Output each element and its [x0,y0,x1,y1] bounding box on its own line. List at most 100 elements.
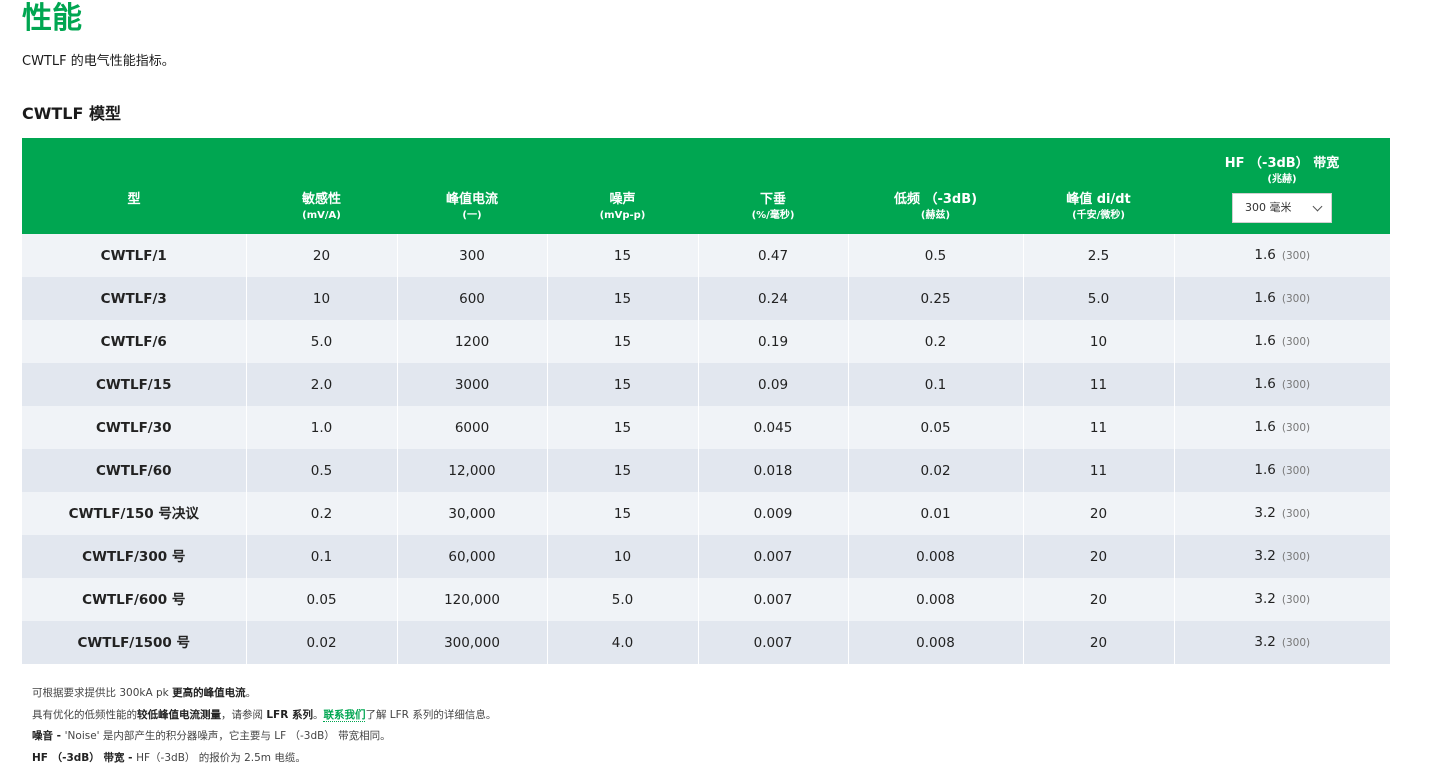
cell-hf-value: 3.2 [1254,591,1276,607]
cell-hf-length: (300) [1281,293,1311,305]
cell-droop: 0.24 [698,277,849,320]
cable-length-select[interactable]: 300 毫米 [1232,193,1332,223]
header-droop-unit: (%/毫秒) [751,210,795,221]
cell-hf-length: (300) [1281,637,1311,649]
table-row: CWTLF/6 5.0 1200 15 0.19 0.2 10 1.6 (300) [22,320,1390,363]
cell-lf: 0.05 [848,406,1024,449]
cell-model: CWTLF/6 [22,320,247,363]
table-row: CWTLF/3 10 600 15 0.24 0.25 5.0 1.6 (300) [22,277,1390,320]
cell-hf: 3.2 (300) [1174,621,1390,664]
cell-sensitivity: 0.2 [246,492,398,535]
cell-hf-length: (300) [1281,422,1311,434]
header-hf-unit: (兆赫) [1267,174,1297,185]
cell-didt: 20 [1023,621,1175,664]
cell-hf-value: 3.2 [1254,505,1276,521]
cell-hf-value: 3.2 [1254,548,1276,564]
footnote-3-bold: 噪音 - [32,730,65,742]
cell-peak: 60,000 [397,535,548,578]
cell-hf-length: (300) [1281,336,1311,348]
cell-didt: 20 [1023,535,1175,578]
cell-didt: 11 [1023,449,1175,492]
header-peak-current: 峰值电流 (一) [397,138,547,234]
footnote-3-text: 'Noise' 是内部产生的积分器噪声，它主要与 LF （-3dB） 带宽相同。 [64,730,391,742]
cell-sensitivity: 10 [246,277,398,320]
table-row: CWTLF/600 号 0.05 120,000 5.0 0.007 0.008 20 3.2… [22,578,1390,621]
cell-droop: 0.09 [698,363,849,406]
header-didt: 峰值 di/dt (千安/微秒) [1023,138,1174,234]
cell-hf: 3.2 (300) [1174,578,1390,621]
contact-us-link[interactable]: 联系我们 [323,708,366,722]
table-row: CWTLF/30 1.0 6000 15 0.045 0.05 11 1.6 (300) [22,406,1390,449]
table-body: CWTLF/1 20 300 15 0.47 0.5 2.5 1.6 (300) CWTLF/3 1… [22,234,1390,664]
table-row: CWTLF/60 0.5 12,000 15 0.018 0.02 11 1.6 (300) [22,449,1390,492]
cell-didt: 20 [1023,578,1175,621]
cell-droop: 0.045 [698,406,849,449]
cell-sensitivity: 0.02 [246,621,398,664]
table-row: CWTLF/15 2.0 3000 15 0.09 0.1 11 1.6 (300) [22,363,1390,406]
cell-noise: 15 [547,449,699,492]
cell-didt: 20 [1023,492,1175,535]
cell-noise: 15 [547,406,699,449]
footnotes: 可根据要求提供比 300kA pk 更高的峰值电流。 具有优化的低频性能的较低峰… [32,683,496,769]
cell-hf-value: 1.6 [1254,333,1276,349]
footnote-2-bold: 较低峰值电流测量 [137,708,221,721]
header-lf-label: 低频 （-3dB) [893,192,978,207]
footnote-2-text: 具有优化的低频性能的 [32,708,137,721]
header-droop-label: 下垂 [759,192,786,207]
header-sensitivity-label: 敏感性 [301,192,341,207]
cell-noise: 15 [547,277,699,320]
footnote-3: 噪音 - 'Noise' 是内部产生的积分器噪声，它主要与 LF （-3dB） … [32,726,496,748]
header-noise-unit: (mVp-p) [599,210,646,221]
cell-model: CWTLF/150 号决议 [22,492,247,535]
cell-didt: 11 [1023,363,1175,406]
section-title: CWTLF 模型 [22,104,122,123]
table-header-row: 型 敏感性 (mV/A) 峰值电流 (一) 噪声 (mVp-p) 下垂 [22,138,1390,234]
cell-droop: 0.007 [698,578,849,621]
header-lf: 低频 （-3dB) (赫兹) [848,138,1023,234]
cell-lf: 0.25 [848,277,1024,320]
footnote-2-end: 了解 LFR 系列的详细信息。 [365,708,497,721]
cell-lf: 0.008 [848,621,1024,664]
footnote-4: HF （-3dB） 带宽 - HF（-3dB） 的报价为 2.5m 电缆。 [32,748,496,770]
cell-model: CWTLF/30 [22,406,247,449]
header-didt-label: 峰值 di/dt [1066,192,1131,207]
header-noise-label: 噪声 [609,192,636,207]
cell-hf-value: 3.2 [1254,634,1276,650]
cell-lf: 0.008 [848,535,1024,578]
cell-didt: 2.5 [1023,234,1175,277]
cell-peak: 300,000 [397,621,548,664]
cell-hf-length: (300) [1281,250,1311,262]
cell-didt: 11 [1023,406,1175,449]
header-hf-label: HF （-3dB） 带宽 [1224,156,1340,171]
cell-droop: 0.007 [698,535,849,578]
cell-droop: 0.47 [698,234,849,277]
cell-noise: 5.0 [547,578,699,621]
cell-noise: 15 [547,492,699,535]
cell-hf: 3.2 (300) [1174,535,1390,578]
footnote-1-bold: 更高的峰值电流 [172,687,246,699]
cell-noise: 4.0 [547,621,699,664]
cell-model: CWTLF/60 [22,449,247,492]
cell-noise: 10 [547,535,699,578]
cell-hf-length: (300) [1281,508,1311,520]
page-title: 性能 [22,1,82,36]
cell-didt: 10 [1023,320,1175,363]
cell-hf-value: 1.6 [1254,247,1276,263]
cell-sensitivity: 5.0 [246,320,398,363]
cell-peak: 3000 [397,363,548,406]
header-sensitivity-unit: (mV/A) [302,210,341,221]
header-noise: 噪声 (mVp-p) [547,138,698,234]
table-row: CWTLF/1500 号 0.02 300,000 4.0 0.007 0.008 20 3.… [22,621,1390,664]
footnote-4-bold: HF （-3dB） 带宽 - [32,751,137,764]
cell-droop: 0.009 [698,492,849,535]
cell-hf: 3.2 (300) [1174,492,1390,535]
footnote-2: 具有优化的低频性能的较低峰值电流测量，请参阅 LFR 系列。联系我们了解 LFR… [32,705,496,727]
cell-hf-length: (300) [1281,594,1311,606]
cell-hf-value: 1.6 [1254,462,1276,478]
cell-lf: 0.008 [848,578,1024,621]
cell-peak: 6000 [397,406,548,449]
header-hf: HF （-3dB） 带宽 (兆赫) 300 毫米 [1174,138,1390,234]
cell-model: CWTLF/15 [22,363,247,406]
header-didt-unit: (千安/微秒) [1072,210,1125,221]
specs-table: 型 敏感性 (mV/A) 峰值电流 (一) 噪声 (mVp-p) 下垂 [22,138,1390,664]
